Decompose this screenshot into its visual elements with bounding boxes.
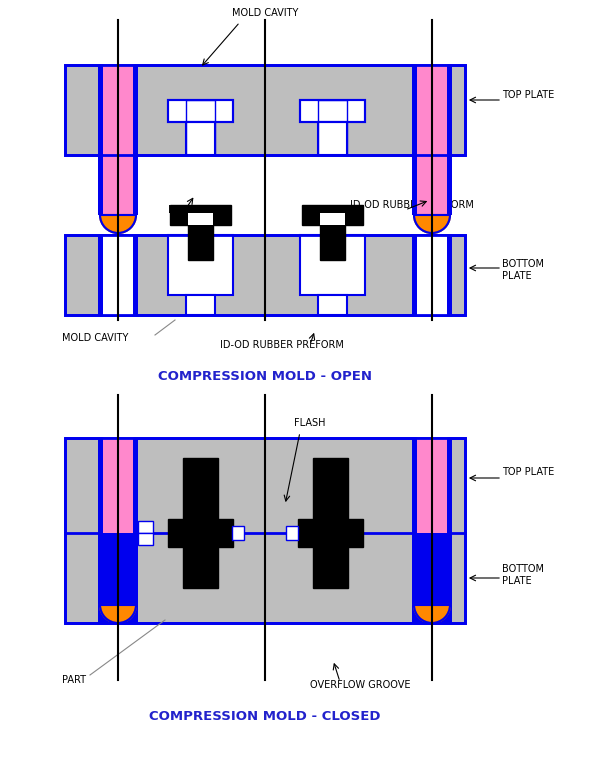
Wedge shape — [100, 215, 136, 233]
Text: COMPRESSION MOLD - CLOSED: COMPRESSION MOLD - CLOSED — [149, 710, 381, 723]
Bar — [300, 100, 365, 122]
Bar — [300, 100, 365, 122]
Bar — [98, 438, 103, 533]
Bar — [98, 533, 138, 623]
Text: LAND: LAND — [168, 205, 196, 215]
Bar — [412, 235, 452, 315]
Bar — [186, 295, 215, 315]
Bar — [168, 519, 233, 547]
Wedge shape — [414, 605, 450, 623]
Bar — [286, 526, 298, 540]
Bar — [417, 438, 447, 533]
Bar — [103, 235, 133, 315]
Bar — [98, 235, 138, 315]
Bar — [412, 65, 417, 215]
Bar — [65, 235, 465, 315]
Bar — [412, 438, 417, 533]
Bar — [412, 533, 452, 623]
Bar — [313, 458, 348, 588]
Bar — [417, 235, 447, 315]
Bar — [65, 65, 465, 155]
Bar — [232, 526, 244, 540]
Bar — [168, 100, 233, 122]
Bar — [188, 213, 213, 225]
Text: TOP PLATE: TOP PLATE — [502, 467, 554, 477]
Bar — [138, 533, 153, 545]
Text: OVERFLOW GROOVE: OVERFLOW GROOVE — [310, 680, 410, 690]
Bar — [65, 438, 465, 623]
Text: BOTTOM
PLATE: BOTTOM PLATE — [502, 259, 544, 281]
Bar — [170, 205, 231, 225]
Bar — [302, 205, 363, 225]
Bar — [298, 519, 363, 547]
Bar — [65, 65, 465, 155]
Bar — [168, 235, 233, 295]
Bar — [65, 438, 465, 623]
Wedge shape — [414, 215, 450, 233]
Bar — [168, 100, 233, 122]
Bar — [188, 225, 213, 260]
Bar — [447, 65, 452, 215]
Bar — [318, 100, 347, 155]
Bar — [417, 65, 447, 215]
Bar — [318, 122, 347, 155]
Text: BOTTOM
PLATE: BOTTOM PLATE — [502, 564, 544, 586]
Text: TOP PLATE: TOP PLATE — [502, 90, 554, 100]
Text: COMPRESSION MOLD - OPEN: COMPRESSION MOLD - OPEN — [158, 370, 372, 383]
Bar — [133, 438, 138, 533]
Bar — [186, 122, 215, 155]
Text: MOLD CAVITY: MOLD CAVITY — [232, 8, 298, 18]
Text: FLASH: FLASH — [294, 418, 326, 428]
Bar — [183, 458, 218, 588]
Text: MOLD CAVITY: MOLD CAVITY — [62, 333, 128, 343]
Bar — [138, 521, 153, 533]
Wedge shape — [100, 605, 136, 623]
Bar — [98, 65, 103, 215]
Bar — [320, 213, 345, 225]
Text: ID-OD RUBBER PREFORM: ID-OD RUBBER PREFORM — [350, 200, 474, 210]
Bar — [318, 295, 347, 315]
Bar — [133, 65, 138, 215]
Bar — [447, 438, 452, 533]
Bar — [320, 225, 345, 260]
Bar — [186, 100, 215, 155]
Bar — [65, 235, 465, 315]
Text: PART: PART — [62, 675, 86, 685]
Bar — [103, 65, 133, 215]
Bar — [103, 438, 133, 533]
Text: ID-OD RUBBER PREFORM: ID-OD RUBBER PREFORM — [220, 340, 344, 350]
Bar — [300, 235, 365, 295]
